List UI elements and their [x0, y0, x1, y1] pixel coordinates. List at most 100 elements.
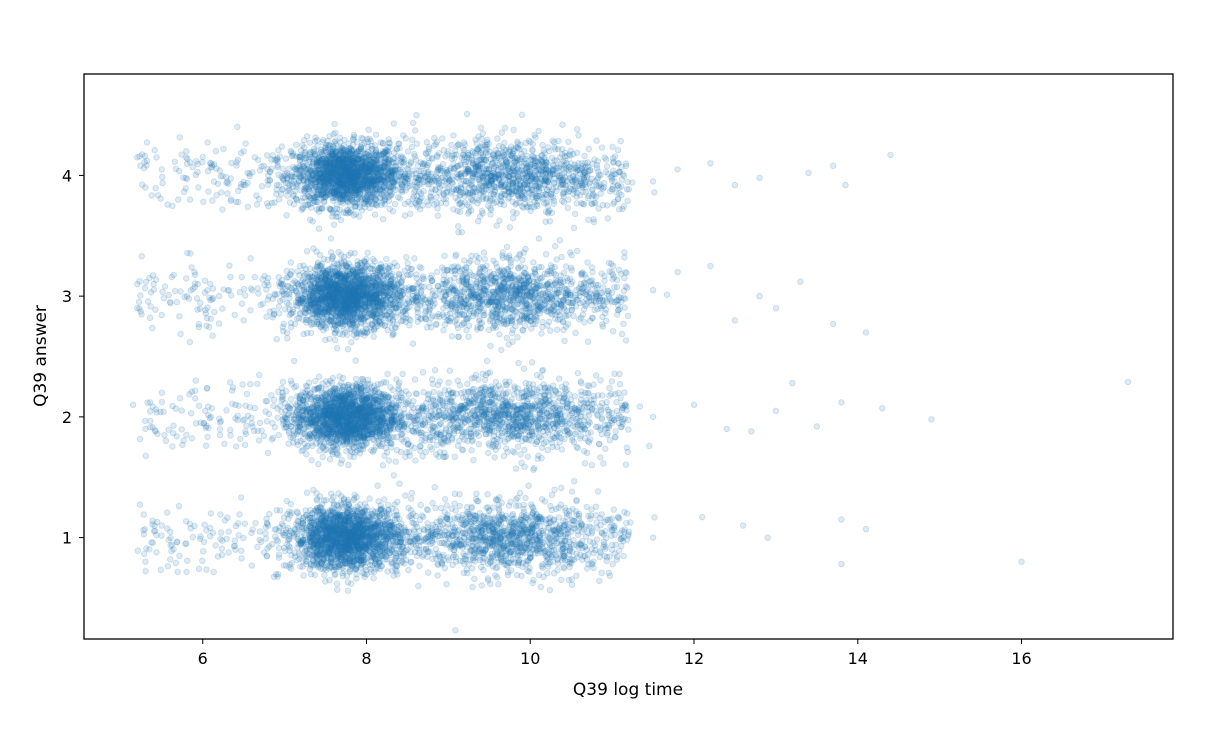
- scatter-point: [390, 120, 397, 127]
- scatter-point: [413, 140, 421, 147]
- scatter-point: [305, 304, 312, 311]
- scatter-point: [240, 148, 247, 155]
- scatter-point: [234, 187, 242, 195]
- scatter-point: [494, 154, 501, 162]
- scatter-point: [253, 192, 260, 199]
- scatter-point: [346, 186, 354, 194]
- scatter-point: [529, 146, 536, 153]
- scatter-point: [453, 186, 461, 193]
- scatter-point: [351, 249, 358, 257]
- scatter-point: [569, 181, 576, 188]
- scatter-point: [172, 165, 180, 172]
- scatter-point: [346, 172, 354, 179]
- scatter-point: [593, 164, 601, 172]
- scatter-point: [361, 167, 368, 174]
- scatter-point: [502, 156, 509, 163]
- scatter-point: [133, 154, 141, 161]
- scatter-point: [416, 168, 423, 175]
- scatter-point: [313, 193, 321, 201]
- scatter-point: [460, 139, 468, 146]
- scatter-point: [404, 184, 411, 191]
- scatter-point: [316, 304, 324, 311]
- scatter-point: [364, 249, 371, 256]
- scatter-point: [479, 141, 487, 149]
- scatter-point: [180, 188, 188, 195]
- scatter-point: [279, 165, 287, 172]
- scatter-point: [307, 329, 315, 337]
- scatter-point: [578, 165, 586, 173]
- scatter-point: [420, 159, 427, 167]
- scatter-point: [159, 173, 166, 181]
- scatter-point: [371, 211, 379, 218]
- scatter-point: [595, 205, 602, 212]
- scatter-point: [313, 309, 320, 316]
- scatter-point: [437, 167, 444, 174]
- scatter-point: [390, 155, 397, 162]
- scatter-point: [533, 201, 540, 208]
- scatter-point: [329, 175, 337, 182]
- scatter-point: [290, 173, 298, 180]
- scatter-point: [174, 196, 182, 203]
- scatter-point: [887, 151, 894, 159]
- scatter-point: [287, 259, 294, 266]
- scatter-point: [361, 300, 369, 307]
- scatter-point: [365, 152, 372, 159]
- scatter-point: [302, 265, 309, 273]
- scatter-point: [253, 201, 261, 208]
- scatter-point: [357, 145, 365, 152]
- scatter-point: [364, 182, 371, 190]
- scatter-point: [527, 178, 534, 185]
- scatter-point: [585, 216, 592, 223]
- scatter-point: [410, 193, 417, 200]
- scatter-point: [284, 192, 291, 199]
- scatter-point: [585, 145, 592, 153]
- scatter-point: [332, 150, 339, 157]
- scatter-point: [212, 147, 220, 155]
- scatter-point: [325, 162, 332, 169]
- scatter-point: [325, 278, 332, 285]
- scatter-point: [510, 126, 517, 133]
- scatter-point: [379, 215, 387, 223]
- scatter-point: [545, 183, 553, 191]
- scatter-point: [278, 143, 286, 150]
- scatter-point: [561, 153, 568, 160]
- scatter-point: [152, 184, 159, 192]
- scatter-point: [570, 224, 578, 232]
- scatter-point: [573, 149, 581, 156]
- scatter-point: [577, 180, 584, 187]
- scatter-point: [348, 162, 355, 169]
- scatter-point: [349, 321, 356, 328]
- scatter-point: [546, 147, 553, 155]
- scatter-point: [497, 163, 505, 171]
- scatter-point: [370, 333, 377, 340]
- scatter-point: [374, 268, 381, 276]
- scatter-point: [535, 183, 542, 190]
- data-points: [129, 110, 1132, 634]
- scatter-point: [401, 212, 409, 219]
- scatter-point: [555, 137, 562, 145]
- scatter-point: [276, 310, 283, 317]
- scatter-point: [433, 152, 441, 159]
- scatter-point: [363, 154, 370, 161]
- scatter-point: [275, 303, 283, 310]
- scatter-point: [472, 162, 479, 170]
- scatter-point: [550, 200, 557, 207]
- scatter-point: [402, 135, 409, 142]
- scatter-point: [336, 156, 343, 163]
- scatter-point: [326, 317, 333, 324]
- scatter-point: [195, 184, 202, 191]
- scatter-point: [148, 192, 155, 199]
- scatter-point: [527, 139, 534, 146]
- scatter-point: [393, 145, 401, 152]
- scatter-point: [501, 146, 508, 153]
- scatter-point: [324, 291, 332, 298]
- scatter-point: [299, 316, 307, 323]
- scatter-point: [183, 160, 191, 167]
- scatter-point: [311, 167, 319, 174]
- scatter-point: [450, 132, 457, 139]
- scatter-point: [372, 314, 379, 321]
- scatter-point: [357, 276, 365, 284]
- scatter-point: [323, 148, 330, 156]
- scatter-point: [315, 225, 323, 232]
